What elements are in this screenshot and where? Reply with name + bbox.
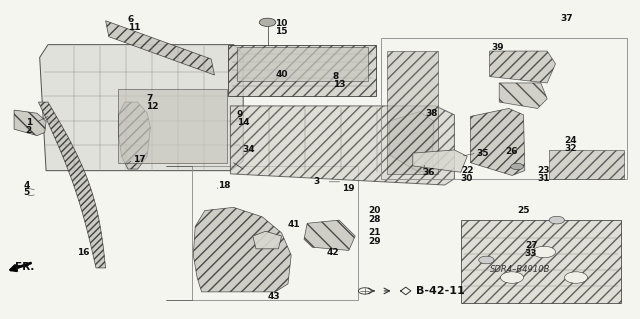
Text: 32: 32 [564, 144, 577, 153]
Text: 19: 19 [342, 184, 355, 193]
Text: 40: 40 [275, 70, 288, 79]
Text: 22: 22 [461, 166, 474, 175]
Text: 33: 33 [525, 249, 538, 258]
Circle shape [511, 163, 524, 170]
Text: 12: 12 [146, 102, 159, 111]
Polygon shape [230, 106, 454, 185]
Polygon shape [40, 45, 243, 171]
Polygon shape [106, 21, 214, 75]
Text: 31: 31 [538, 174, 550, 183]
Polygon shape [304, 220, 355, 250]
Circle shape [479, 256, 494, 264]
Text: B-42-11: B-42-11 [416, 286, 465, 296]
Polygon shape [118, 102, 150, 169]
Text: 14: 14 [237, 118, 250, 127]
Polygon shape [387, 51, 438, 174]
Polygon shape [549, 150, 624, 179]
Text: 13: 13 [333, 80, 346, 89]
Text: 15: 15 [275, 27, 288, 36]
Text: 43: 43 [268, 292, 280, 301]
Text: 42: 42 [326, 248, 339, 256]
Text: 8: 8 [333, 72, 339, 81]
Text: 30: 30 [461, 174, 473, 183]
Text: 11: 11 [128, 23, 141, 32]
Text: 2: 2 [26, 126, 32, 135]
Text: 36: 36 [422, 168, 435, 177]
Text: 23: 23 [538, 166, 550, 175]
Text: 25: 25 [517, 206, 530, 215]
Text: 20: 20 [368, 206, 380, 215]
Polygon shape [499, 83, 547, 108]
Polygon shape [237, 47, 368, 81]
Text: 18: 18 [218, 181, 230, 189]
Circle shape [549, 216, 564, 224]
Polygon shape [470, 108, 525, 175]
Text: 21: 21 [368, 228, 381, 237]
Text: 17: 17 [133, 155, 146, 164]
Text: 16: 16 [77, 248, 90, 256]
Polygon shape [228, 45, 376, 96]
Polygon shape [413, 150, 467, 172]
Text: 9: 9 [237, 110, 243, 119]
Text: 6: 6 [128, 15, 134, 24]
Polygon shape [490, 51, 556, 83]
Text: 38: 38 [426, 109, 438, 118]
Circle shape [259, 18, 276, 26]
Text: 27: 27 [525, 241, 538, 250]
Polygon shape [253, 231, 282, 249]
Text: 1: 1 [26, 118, 32, 127]
Polygon shape [461, 220, 621, 303]
Text: 39: 39 [492, 43, 504, 52]
Text: 29: 29 [368, 237, 381, 246]
Polygon shape [389, 112, 434, 172]
Text: 10: 10 [275, 19, 287, 28]
Text: 7: 7 [146, 94, 152, 103]
Text: SDR4–B4910B: SDR4–B4910B [490, 265, 550, 274]
Text: 28: 28 [368, 215, 381, 224]
Text: 35: 35 [477, 149, 490, 158]
Text: 4: 4 [24, 181, 30, 189]
Circle shape [564, 272, 588, 283]
Circle shape [500, 272, 524, 283]
Polygon shape [193, 207, 291, 292]
Polygon shape [38, 102, 106, 268]
Text: 41: 41 [288, 220, 301, 229]
Circle shape [532, 246, 556, 258]
Text: FR.: FR. [15, 262, 34, 272]
Polygon shape [118, 89, 227, 163]
Text: 5: 5 [24, 189, 30, 197]
Text: 34: 34 [242, 145, 255, 154]
Text: 24: 24 [564, 136, 577, 145]
Text: 37: 37 [560, 14, 573, 23]
Polygon shape [14, 110, 46, 136]
Text: 3: 3 [314, 177, 320, 186]
Text: 26: 26 [506, 147, 518, 156]
